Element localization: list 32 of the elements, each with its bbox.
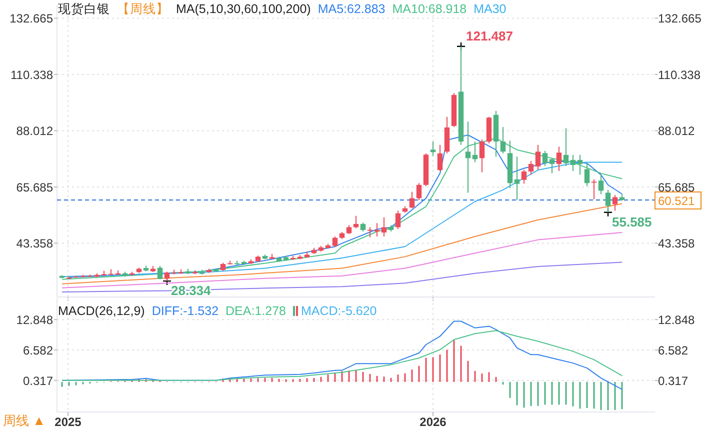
x-tick-label: 2025	[54, 415, 82, 429]
text: MACD(26,12,9)	[58, 304, 145, 318]
y2-tick-label: 12.848	[658, 313, 696, 328]
y2-tick-label: 65.685	[658, 180, 696, 194]
annotation: 55.585	[612, 214, 652, 230]
x-tick-label: 2026	[420, 415, 447, 429]
annotation: 121.487	[466, 28, 513, 44]
text: MA10:68.918	[392, 2, 467, 16]
y-tick-label: 88.012	[16, 124, 54, 138]
y-tick-label: 43.358	[16, 236, 54, 251]
ref-line-label: 60.521	[658, 194, 696, 208]
y-tick-label: 65.685	[16, 180, 54, 194]
text: MA5:62.883	[318, 2, 386, 16]
legend-label: MACD:-5.620	[301, 304, 377, 318]
text: 周线 ▲	[3, 413, 46, 428]
chart-subtitle: 【周线】	[117, 2, 169, 16]
y2-tick-label: 88.012	[658, 124, 696, 138]
y2-tick-label: 132.665	[658, 12, 702, 26]
y2-tick-label: 0.317	[658, 374, 688, 388]
legend-title: MA(5,10,30,60,100,200)	[176, 2, 311, 16]
y-tick-label: 12.848	[16, 313, 54, 328]
y-tick-label: 0.317	[22, 374, 54, 388]
y2-tick-label: 110.338	[658, 68, 701, 82]
text: DIFF:-1.532	[152, 304, 219, 318]
chart-title: 现货白银	[58, 2, 110, 16]
y-tick-label: 6.582	[22, 343, 54, 358]
text: MA30	[474, 2, 506, 16]
text: DEA:1.278	[226, 304, 286, 318]
y2-tick-label: 6.582	[658, 343, 688, 358]
y2-tick-label: 43.358	[658, 236, 696, 251]
y-tick-label: 132.665	[10, 12, 54, 26]
y-tick-label: 110.338	[10, 68, 54, 82]
